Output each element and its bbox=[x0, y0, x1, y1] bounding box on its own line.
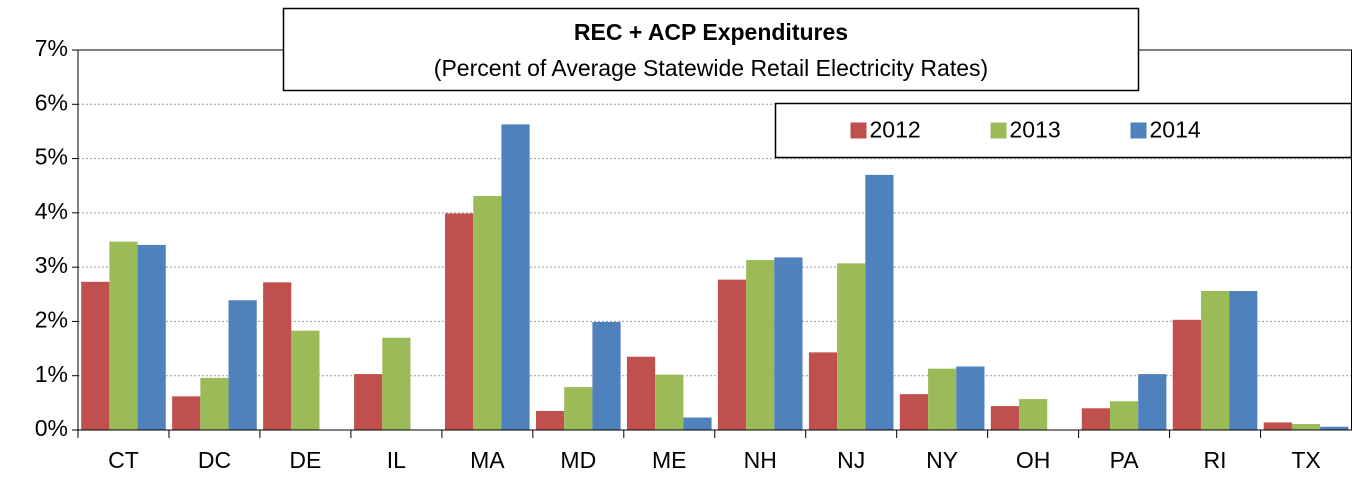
bar bbox=[291, 330, 320, 430]
y-tick-label: 7% bbox=[35, 35, 68, 61]
bar bbox=[228, 300, 257, 430]
legend-swatch bbox=[1130, 122, 1147, 139]
bar bbox=[536, 411, 565, 430]
bar bbox=[592, 321, 621, 430]
bar bbox=[172, 396, 201, 430]
x-tick-label: MD bbox=[560, 447, 596, 473]
y-tick-label: 6% bbox=[35, 89, 68, 115]
x-tick-label: OH bbox=[1016, 447, 1051, 473]
bar bbox=[808, 352, 838, 430]
bar bbox=[1138, 374, 1167, 430]
x-tick-label: DE bbox=[289, 447, 321, 473]
bar bbox=[564, 387, 593, 430]
x-tick-label: ME bbox=[652, 447, 687, 473]
x-tick-label: NH bbox=[744, 447, 777, 473]
bar bbox=[109, 241, 138, 430]
bar bbox=[1229, 291, 1258, 430]
x-tick-label: MA bbox=[470, 447, 505, 473]
y-tick-label: 1% bbox=[35, 361, 68, 387]
bar bbox=[1172, 319, 1201, 430]
legend-swatch bbox=[990, 122, 1007, 139]
x-tick-label: CT bbox=[108, 447, 139, 473]
bar bbox=[200, 377, 229, 430]
x-tick-label: IL bbox=[387, 447, 406, 473]
bar bbox=[626, 356, 656, 430]
bar bbox=[1263, 422, 1292, 430]
bar bbox=[1081, 408, 1110, 430]
y-tick-label: 4% bbox=[35, 198, 68, 224]
x-tick-label: TX bbox=[1291, 447, 1320, 473]
bar bbox=[837, 263, 866, 430]
bar bbox=[990, 406, 1020, 430]
bar bbox=[1109, 401, 1139, 430]
y-tick-label: 5% bbox=[35, 144, 68, 170]
chart-title: REC + ACP Expenditures bbox=[574, 19, 848, 45]
chart-subtitle: (Percent of Average Statewide Retail Ele… bbox=[434, 55, 988, 81]
legend-swatch bbox=[850, 122, 867, 139]
bar bbox=[655, 374, 684, 430]
bar bbox=[774, 257, 803, 430]
y-tick-label: 0% bbox=[35, 415, 68, 441]
x-tick-label: PA bbox=[1110, 447, 1140, 473]
x-tick-label: NJ bbox=[837, 447, 865, 473]
bar bbox=[354, 374, 383, 430]
x-tick-label: RI bbox=[1204, 447, 1227, 473]
x-tick-label: DC bbox=[198, 447, 231, 473]
bar bbox=[1291, 424, 1321, 430]
legend-label: 2012 bbox=[870, 117, 921, 143]
x-tick-label: NY bbox=[926, 447, 958, 473]
y-tick-label: 2% bbox=[35, 307, 68, 333]
bar bbox=[137, 244, 166, 430]
bar bbox=[382, 337, 411, 430]
legend-box bbox=[774, 102, 1352, 159]
bar bbox=[81, 281, 110, 430]
bar bbox=[928, 368, 957, 430]
y-tick-label: 3% bbox=[35, 252, 68, 278]
legend-label: 2014 bbox=[1150, 117, 1201, 143]
bar bbox=[865, 174, 894, 430]
bar bbox=[683, 417, 712, 430]
bar bbox=[473, 196, 502, 430]
bar bbox=[1320, 426, 1349, 430]
bar bbox=[956, 366, 985, 430]
legend-label: 2013 bbox=[1010, 117, 1061, 143]
bar bbox=[746, 260, 775, 430]
bar bbox=[263, 282, 292, 430]
bar bbox=[445, 213, 474, 430]
bar bbox=[1200, 291, 1230, 430]
bar bbox=[1019, 399, 1048, 430]
title-box bbox=[282, 7, 1140, 92]
bar bbox=[717, 279, 747, 430]
bar bbox=[501, 124, 530, 430]
bar bbox=[899, 394, 929, 430]
